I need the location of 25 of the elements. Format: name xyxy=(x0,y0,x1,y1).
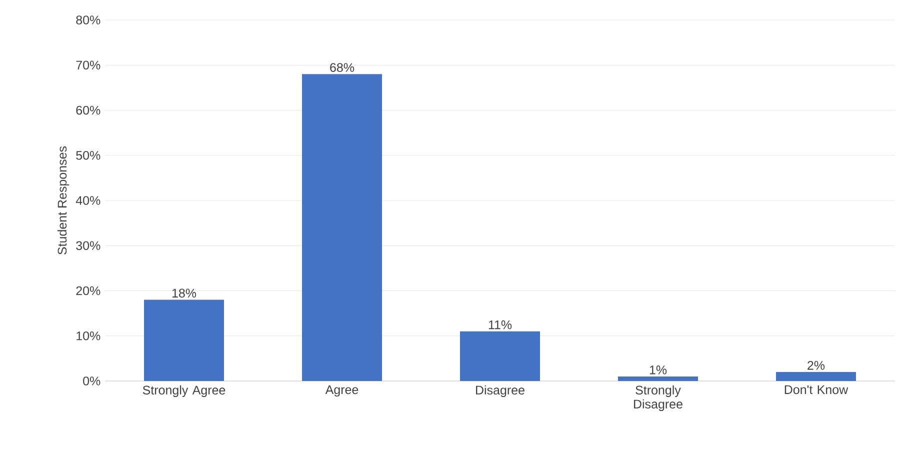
y-tick-label: 50% xyxy=(76,150,100,160)
y-tick-label: 0% xyxy=(83,376,100,386)
x-tick-label: Agree xyxy=(325,385,358,397)
y-tick-label: 60% xyxy=(76,106,100,115)
y-axis-title: Student Responses xyxy=(57,146,70,254)
x-tick-label: Strongly Disagree xyxy=(634,385,682,411)
y-tick-label: 20% xyxy=(76,286,100,296)
y-tick-label: 80% xyxy=(76,16,100,24)
y-tick-label: 40% xyxy=(76,196,100,205)
data-label: 68% xyxy=(330,63,354,72)
x-tick-label: Disagree xyxy=(476,385,524,397)
bar xyxy=(618,376,698,381)
data-label: 1% xyxy=(650,366,667,374)
bar xyxy=(144,300,224,381)
y-tick-label: 30% xyxy=(76,241,100,250)
x-tick-label: Strongly Agree xyxy=(142,385,226,397)
x-tick-label: Don't Know xyxy=(784,385,848,394)
data-label: 11% xyxy=(488,320,512,330)
data-label: 2% xyxy=(808,360,825,370)
bar xyxy=(302,74,382,381)
bar xyxy=(460,331,540,381)
y-tick-label: 70% xyxy=(76,60,100,70)
y-tick-label: 10% xyxy=(76,331,100,340)
bar xyxy=(776,372,856,381)
data-label: 18% xyxy=(172,288,196,298)
